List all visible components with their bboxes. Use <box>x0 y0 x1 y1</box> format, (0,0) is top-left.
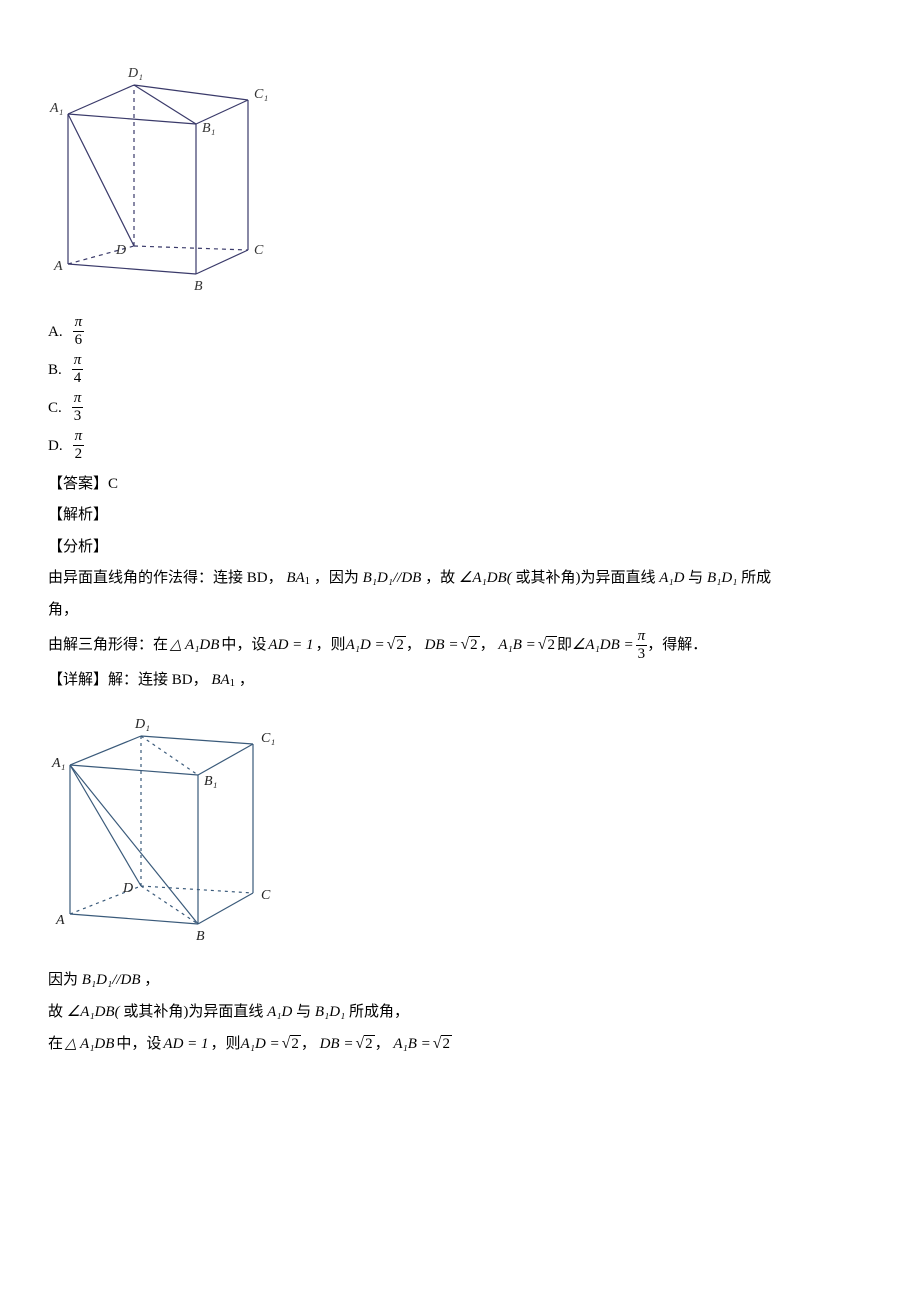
answer-label: 【答案】 <box>48 476 108 492</box>
option-b: B. π 4 <box>48 354 872 388</box>
svg-text:B₁: B₁ <box>204 774 217 789</box>
option-a-label: A. <box>48 320 63 346</box>
detail-line: 【详解】解：连接 BD， BA1 ， <box>48 668 872 694</box>
after-line-1: 因为 B₁D₁//DB ， <box>48 968 872 994</box>
svg-text:B: B <box>194 279 203 294</box>
analysis-line-1b: 角， <box>48 598 872 624</box>
option-c: C. π 3 <box>48 392 872 426</box>
option-c-frac: π 3 <box>72 391 84 424</box>
jiexi-label: 【解析】 <box>48 503 872 529</box>
option-c-label: C. <box>48 396 62 422</box>
after-line-3: 在 △ A₁DB 中，设 AD = 1 ，则 A₁D = 2 ， DB = 2 … <box>48 1031 872 1058</box>
svg-text:D: D <box>122 881 133 896</box>
option-b-frac: π 4 <box>72 353 84 386</box>
after-line-2: 故 ∠A₁DB( 或其补角)为异面直线 A₁D 与 B₁D₁ 所成角， <box>48 1000 872 1026</box>
svg-text:D₁: D₁ <box>134 717 150 732</box>
fenxi-label: 【分析】 <box>48 535 872 561</box>
svg-text:B₁: B₁ <box>202 121 215 136</box>
option-d-label: D. <box>48 434 63 460</box>
figure-prism-1: A B C D A₁ B₁ C₁ D₁ <box>48 52 872 292</box>
option-d-frac: π 2 <box>73 429 85 462</box>
svg-text:B: B <box>196 929 205 944</box>
svg-text:C₁: C₁ <box>254 87 268 102</box>
option-b-label: B. <box>48 358 62 384</box>
svg-text:D₁: D₁ <box>127 66 143 81</box>
svg-text:C: C <box>254 243 264 258</box>
option-a-frac: π 6 <box>73 315 85 348</box>
option-a: A. π 6 <box>48 316 872 350</box>
svg-text:A: A <box>55 913 65 928</box>
option-d: D. π 2 <box>48 430 872 464</box>
svg-text:D: D <box>115 243 126 258</box>
options-block: A. π 6 B. π 4 C. π 3 D. π 2 <box>48 316 872 464</box>
svg-text:A₁: A₁ <box>49 101 63 116</box>
svg-text:C₁: C₁ <box>261 731 275 746</box>
svg-text:A₁: A₁ <box>51 756 65 771</box>
analysis-line-2: 由解三角形得：在 △ A₁DB 中，设 AD = 1 ，则 A₁D = 2 ， … <box>48 629 872 662</box>
figure-prism-2: A B C D A₁ B₁ C₁ D₁ <box>48 700 872 945</box>
svg-text:C: C <box>261 888 271 903</box>
answer-value: C <box>108 476 118 492</box>
analysis-line-1: 由异面直线角的作法得：连接 BD， BA1 ，因为 B₁D₁//DB ，故 ∠A… <box>48 566 872 592</box>
svg-text:A: A <box>53 259 63 274</box>
answer-line: 【答案】C <box>48 472 872 498</box>
